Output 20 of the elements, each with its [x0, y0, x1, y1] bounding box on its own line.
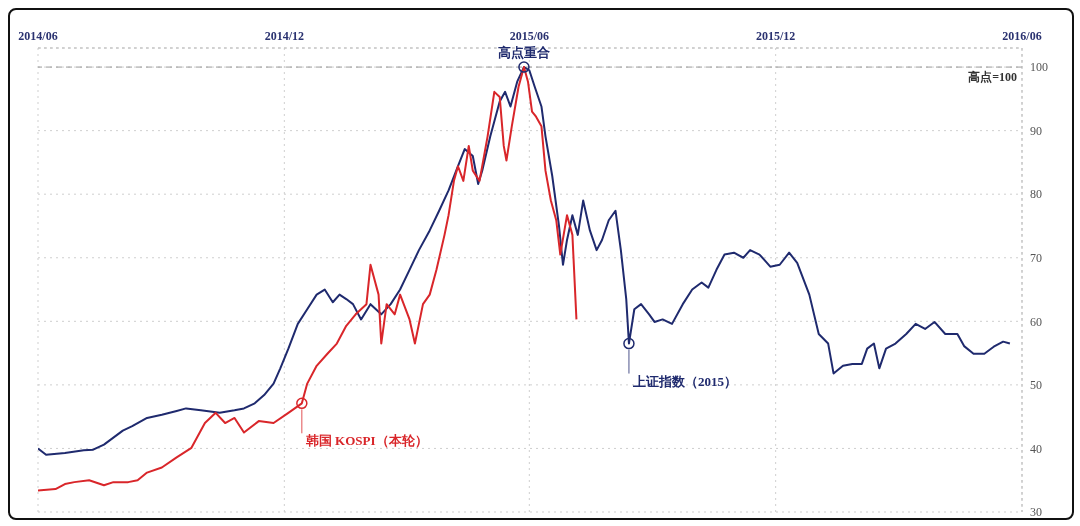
y-tick-label: 50	[1030, 378, 1042, 393]
point	[623, 337, 635, 350]
y-tick-label: 40	[1030, 441, 1042, 456]
y-tick-label: 90	[1030, 123, 1042, 138]
annotation: 韩国 KOSPI（本轮）	[304, 433, 428, 449]
y-tick-label: 80	[1030, 187, 1042, 202]
annotation: 高点重合	[497, 45, 550, 61]
x-tick-label: 2014/06	[18, 29, 58, 43]
x-tick-label: 2016/06	[1002, 29, 1042, 43]
ref-line-label: 高点=100	[968, 69, 1017, 84]
y-tick-label: 100	[1030, 60, 1048, 75]
x-tick-label: 2015/12	[755, 29, 796, 43]
y-tick-label: 30	[1030, 505, 1042, 520]
point	[518, 61, 530, 73]
x-tick-label: 2015/06	[509, 29, 549, 43]
y-tick-label: 70	[1030, 251, 1042, 266]
point	[296, 397, 308, 410]
annotation: 上证指数（2015）	[631, 373, 737, 389]
y-tick-label: 60	[1030, 314, 1042, 329]
x-tick-label: 2014/12	[264, 29, 305, 43]
